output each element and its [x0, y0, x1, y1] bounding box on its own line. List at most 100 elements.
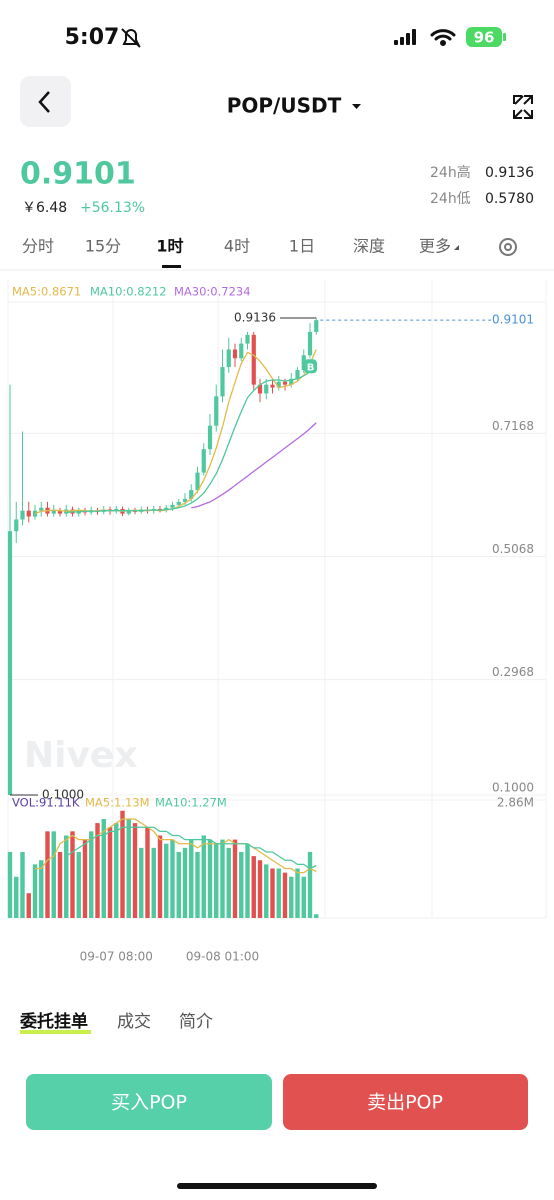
- candle-body: [20, 510, 25, 520]
- interval-tabs: 分时 15分 1时 4时 1日 深度 更多: [22, 237, 451, 256]
- candle-body: [214, 396, 219, 426]
- volume-bar: [120, 810, 125, 918]
- low-label: 24h低: [430, 191, 471, 207]
- volume-bar: [51, 831, 56, 918]
- volume-bar: [95, 823, 100, 918]
- volume-bar: [151, 847, 156, 918]
- more-arrow: [454, 245, 459, 250]
- vol-max-label: 2.86M: [497, 796, 534, 810]
- candle-body: [126, 510, 131, 514]
- interval-tab[interactable]: 分时: [22, 237, 54, 256]
- x-tick-label: 09-07 08:00: [80, 950, 153, 964]
- candle-body: [295, 370, 300, 379]
- volume-bar: [289, 876, 294, 918]
- volume-bar: [57, 851, 63, 918]
- back-button[interactable]: [20, 76, 71, 127]
- home-indicator: [177, 1183, 377, 1189]
- volume-bar: [107, 827, 113, 918]
- fullscreen-icon[interactable]: [513, 95, 533, 119]
- candle-body: [282, 381, 288, 385]
- candle-body: [245, 334, 250, 344]
- volume-bar: [282, 872, 288, 918]
- volume-bar: [189, 839, 194, 918]
- volume-bar: [32, 864, 38, 918]
- volume-bar: [45, 831, 50, 918]
- volume-bar: [220, 839, 225, 918]
- buy-label[interactable]: 买入POP: [111, 1092, 187, 1114]
- candle-body: [276, 381, 281, 388]
- interval-tab[interactable]: 更多: [419, 237, 451, 256]
- volume-bar: [114, 823, 119, 918]
- volume-bar: [39, 860, 44, 918]
- candle-body: [7, 531, 13, 795]
- back-icon: [38, 91, 50, 113]
- status-time: 5:07: [65, 25, 120, 50]
- candle-body: [176, 501, 181, 505]
- volume-bar: [195, 851, 200, 918]
- battery-tip: [503, 33, 506, 41]
- volume-bar: [314, 914, 319, 918]
- candle-body: [270, 384, 275, 388]
- vol-legend: MA10:1.27M: [155, 796, 227, 810]
- buy-button[interactable]: [26, 1074, 272, 1130]
- volume-bar: [239, 851, 244, 918]
- settings-icon[interactable]: [499, 238, 517, 256]
- volume-bar: [257, 860, 263, 918]
- interval-tab[interactable]: 4时: [224, 237, 250, 256]
- y-tick-label: 0.5068: [492, 542, 534, 556]
- volume-bar: [201, 835, 206, 918]
- interval-tab[interactable]: 深度: [353, 237, 385, 256]
- interval-tab[interactable]: 15分: [85, 237, 121, 256]
- pair-dropdown[interactable]: [352, 104, 361, 109]
- y-tick-label: 0.2968: [492, 665, 534, 679]
- volume-bar: [126, 818, 131, 918]
- volume-bar: [226, 847, 231, 918]
- ma-legend: MA10:0.8212: [90, 285, 167, 299]
- order-tab[interactable]: 简介: [179, 1012, 213, 1032]
- sell-button[interactable]: [283, 1074, 528, 1130]
- candle-body: [220, 367, 225, 397]
- pair-title[interactable]: POP/USDT: [227, 94, 342, 118]
- candle-body: [201, 449, 206, 473]
- volume-bar: [164, 843, 169, 918]
- volume-bar: [214, 843, 219, 918]
- volume-bar: [70, 831, 75, 918]
- cny-price: ￥6.48: [22, 200, 67, 216]
- volume-bar: [14, 876, 19, 918]
- signal-icon: [394, 29, 416, 45]
- volume-bar: [307, 851, 313, 918]
- x-tick-label: 09-08 01:00: [186, 950, 259, 964]
- volume-bar: [145, 827, 150, 918]
- volume-bar: [301, 876, 306, 918]
- interval-tab[interactable]: 1日: [289, 237, 315, 256]
- ma-legend: MA30:0.7234: [174, 285, 251, 299]
- mute-icon: [121, 28, 141, 48]
- interval-tab[interactable]: 1时: [156, 237, 183, 256]
- last-price-label: 0.9101: [492, 313, 534, 327]
- y-tick-label: 0.7168: [492, 419, 534, 433]
- volume-bar: [26, 893, 31, 918]
- low-value: 0.5780: [485, 191, 534, 207]
- low-marker-label: 0.1000: [42, 788, 84, 802]
- candle-body: [257, 384, 263, 394]
- volume-bar: [157, 835, 163, 918]
- order-tab[interactable]: 委托挂单: [19, 1011, 88, 1032]
- volume-bar: [270, 868, 275, 918]
- change-percent: +56.13%: [80, 200, 145, 216]
- high-marker-label: 0.9136: [234, 311, 276, 325]
- volume-bar: [295, 868, 300, 918]
- candle-body: [57, 510, 63, 514]
- volume-bar: [101, 818, 106, 918]
- vol-ma5-line: [35, 818, 317, 874]
- battery-level: 96: [474, 29, 495, 47]
- ma10-line: [66, 363, 317, 514]
- volume-bar: [64, 835, 69, 918]
- volume-bar: [139, 847, 144, 918]
- candle-body: [264, 384, 269, 394]
- volume-bar: [232, 839, 238, 918]
- order-tab[interactable]: 成交: [117, 1012, 151, 1032]
- sell-label[interactable]: 卖出POP: [367, 1092, 443, 1114]
- volume-bar: [82, 839, 88, 918]
- wifi-icon: [430, 29, 456, 46]
